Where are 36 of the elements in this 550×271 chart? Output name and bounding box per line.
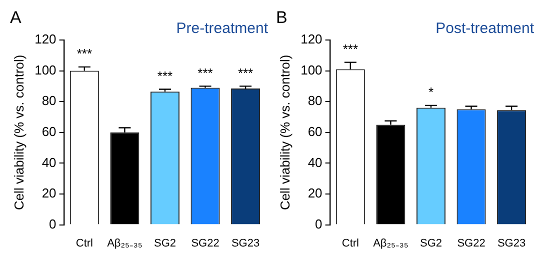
y-tick-label: 80 (42, 93, 56, 108)
y-tick-label: 100 (300, 62, 322, 78)
x-tick-label: SG22 (457, 237, 486, 250)
text: A (10, 8, 22, 28)
x-tick-label: SG2 (154, 237, 176, 250)
x-tick-label: SG2 (420, 237, 442, 250)
y-tick-label: 60 (308, 124, 322, 139)
y-tick-label: 20 (42, 186, 56, 201)
y-tick-label: 40 (42, 154, 56, 170)
x-tick-label: SG23 (497, 237, 526, 250)
chart-title: Post-treatment (436, 20, 535, 38)
y-tick-label: 80 (308, 93, 322, 108)
y-tick-label: 100 (34, 62, 56, 78)
x-tick-label: Aβ₂₅₋₃₅ (107, 237, 142, 250)
y-axis-title: Cell viability (% vs. control) (11, 54, 26, 210)
data-label: *** (157, 68, 173, 84)
y-tick-label: 40 (308, 154, 322, 170)
data-label: *** (238, 65, 254, 80)
text: B (276, 8, 288, 28)
data-label: *** (342, 41, 358, 56)
y-tick-label: 60 (42, 124, 56, 139)
x-tick-label: Ctrl (342, 237, 359, 250)
x-tick-label: SG22 (191, 237, 220, 250)
data-label: * (428, 84, 434, 100)
y-tick-label: 0 (49, 216, 56, 232)
data-label: *** (198, 65, 213, 80)
x-tick-label: Aβ₂₅₋₃₅ (373, 237, 408, 250)
y-tick-label: 20 (308, 186, 322, 201)
y-tick-label: 120 (300, 32, 322, 47)
x-tick-label: Ctrl (76, 237, 93, 250)
y-tick-label: 120 (34, 32, 56, 47)
y-tick-label: 0 (315, 216, 322, 232)
y-axis-title: Cell viability (% vs. control) (277, 54, 292, 210)
x-tick-label: SG23 (231, 237, 260, 250)
data-label: *** (76, 46, 92, 62)
chart-title: Pre-treatment (176, 20, 269, 38)
